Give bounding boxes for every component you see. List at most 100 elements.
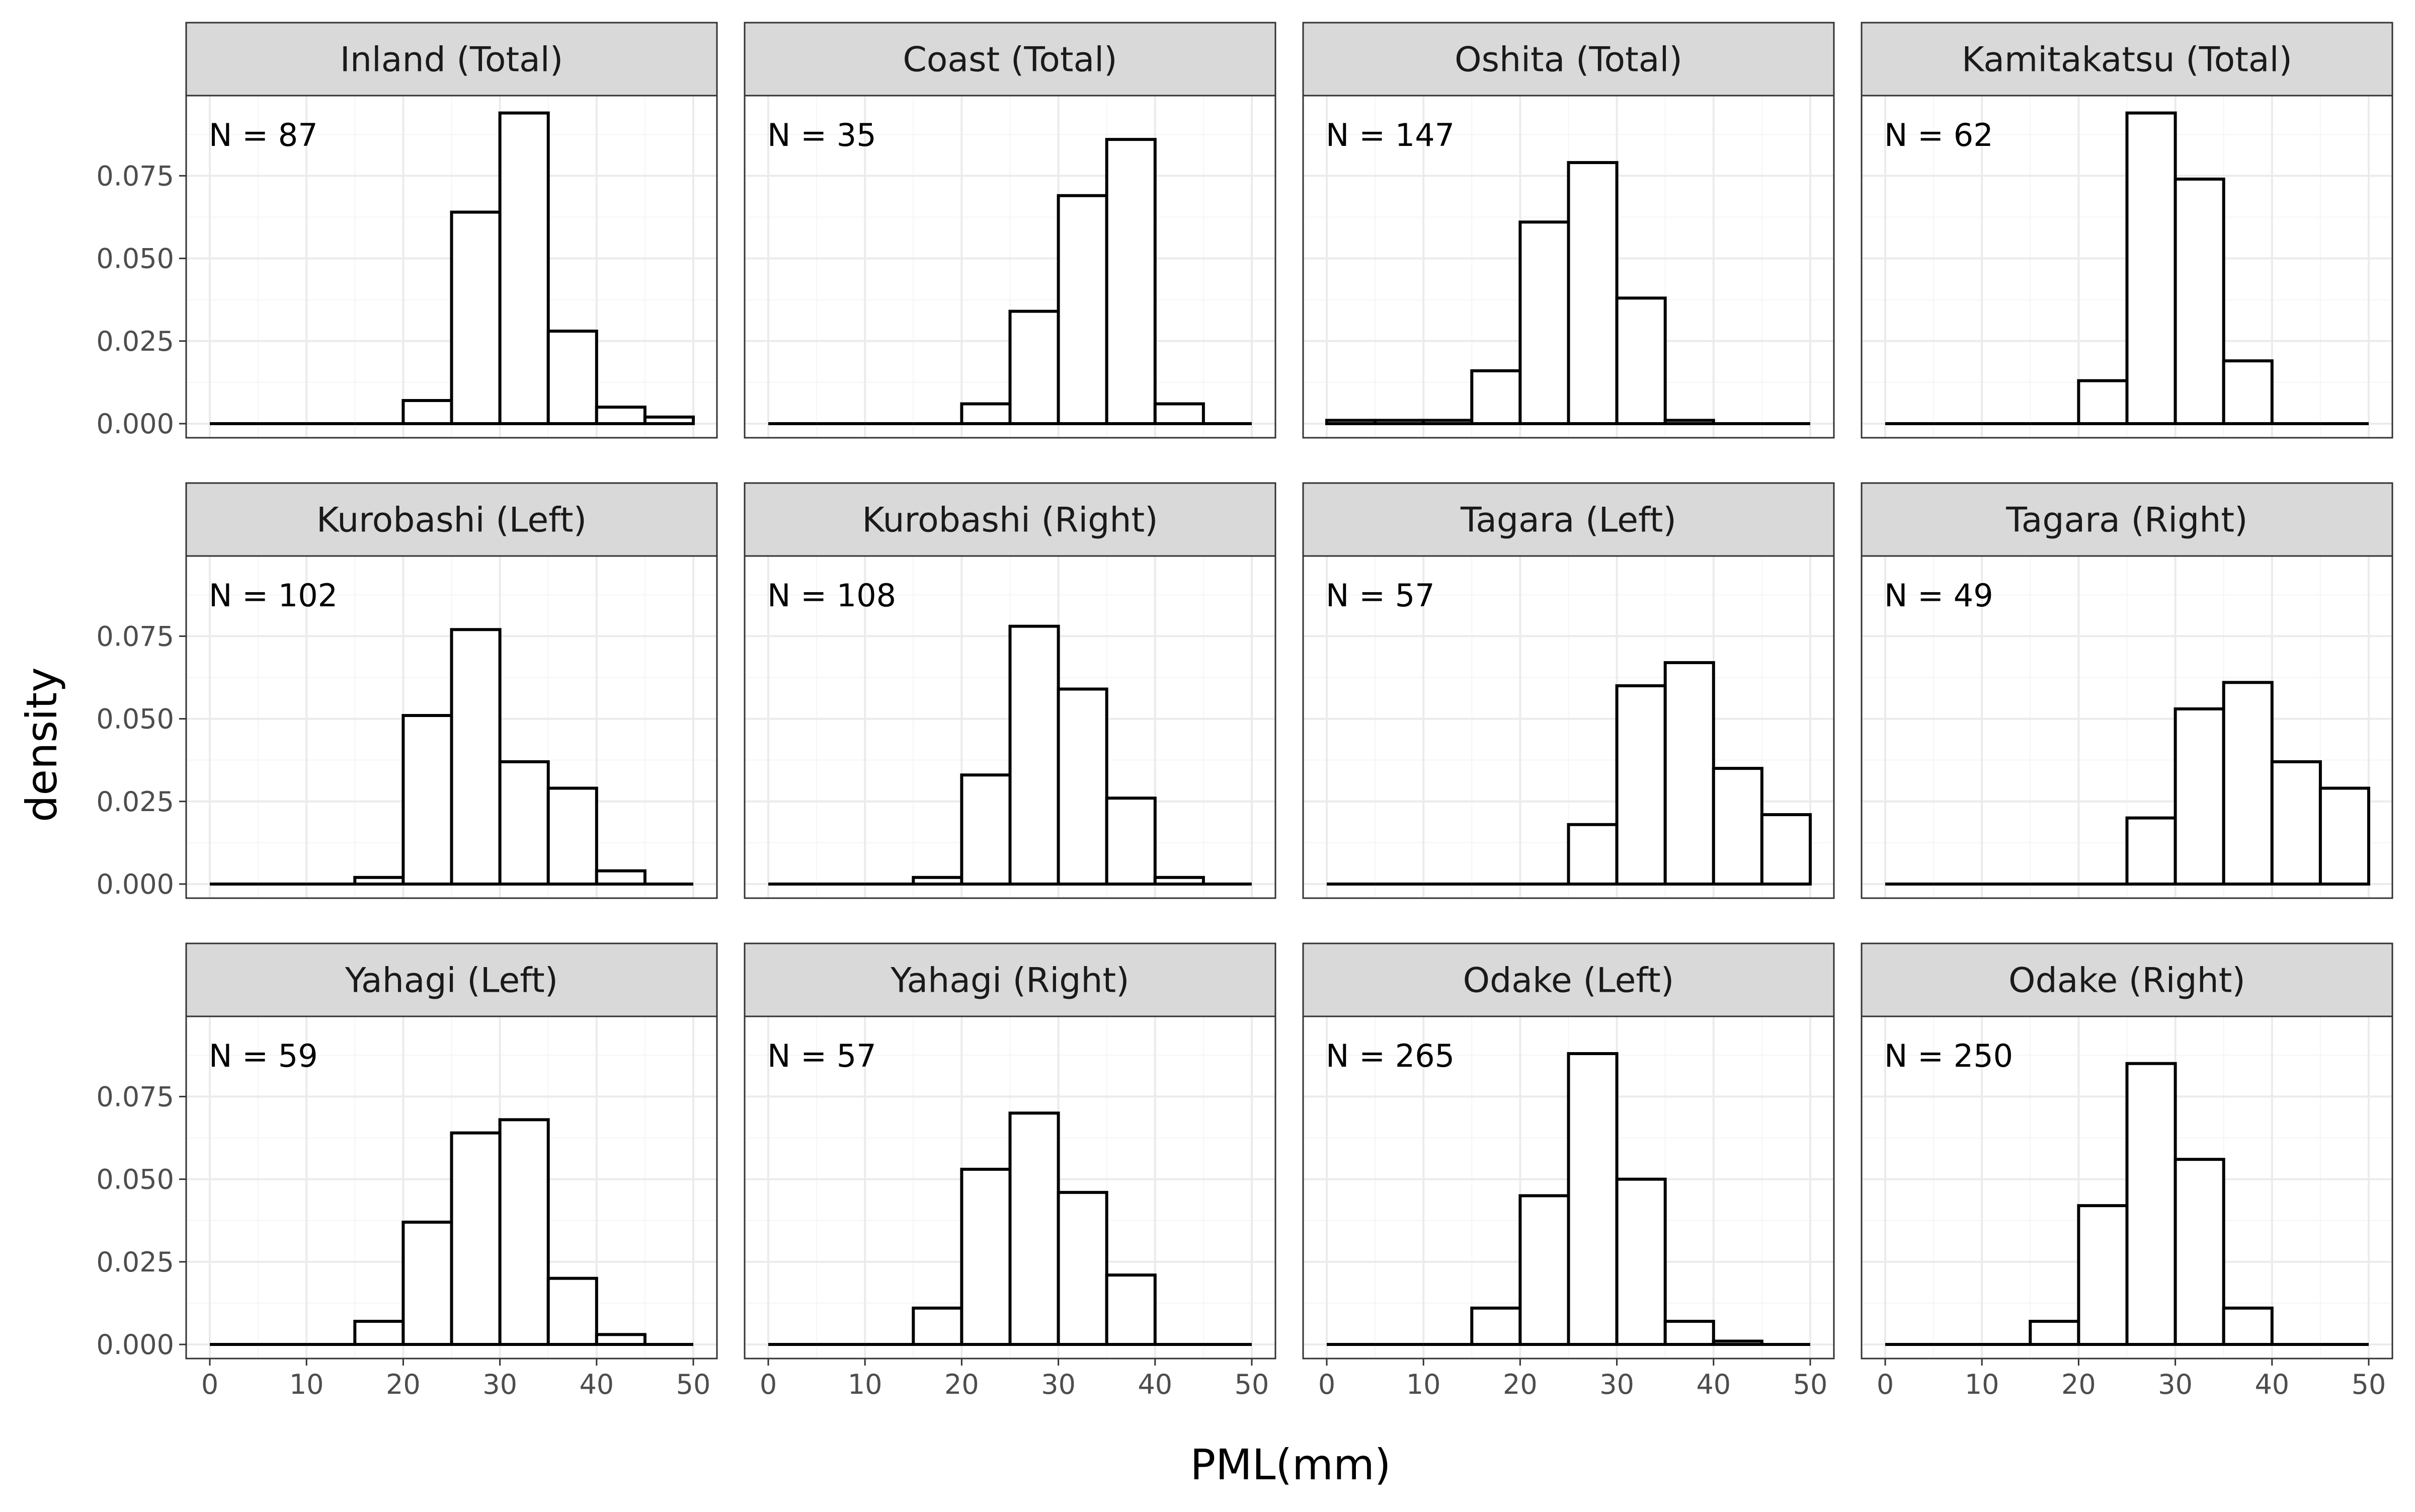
histogram-bar xyxy=(1008,1111,1060,1346)
histogram-bar xyxy=(1153,876,1205,886)
histogram-bar xyxy=(2222,359,2274,426)
histogram-bar xyxy=(1057,687,1108,886)
histogram-bar xyxy=(546,330,598,426)
histogram-bar xyxy=(450,210,502,425)
facet-strip xyxy=(185,22,718,97)
sample-size-label: N = 265 xyxy=(1326,1038,1455,1074)
facet-strip xyxy=(744,22,1276,97)
x-tick-label: 50 xyxy=(1793,1369,1828,1400)
sample-size-label: N = 49 xyxy=(1884,577,1993,614)
histogram-bar xyxy=(2077,1204,2129,1346)
facet-title: Odake (Right) xyxy=(2008,961,2245,1001)
sample-size-label: N = 102 xyxy=(209,577,338,614)
facet-panel: Kamitakatsu (Total) N = 62 xyxy=(1861,22,2393,439)
panel-border xyxy=(744,555,1276,899)
facet-panel: Oshita (Total) N = 147 xyxy=(1302,22,1835,439)
facet-strip xyxy=(1302,942,1835,1017)
y-tick-label: 0.025 xyxy=(96,1246,174,1278)
facet-panels: Inland (Total) N = 87 0.000 0.025 0.050 0.075… xyxy=(96,22,2393,1400)
x-tick-label: 0 xyxy=(201,1369,218,1400)
facet-panel: Odake (Left) N = 265 0 10 20 30 40 50 xyxy=(1302,942,1835,1400)
x-tick-label: 40 xyxy=(579,1369,614,1400)
histogram-bar xyxy=(2174,1158,2225,1346)
y-tick-label: 0.050 xyxy=(96,243,174,275)
histogram-bar xyxy=(1663,661,1715,886)
histogram-bar xyxy=(1008,624,1060,886)
histogram-bar xyxy=(2125,111,2177,425)
histogram-bar xyxy=(595,406,647,426)
facet-title: Tagara (Left) xyxy=(1460,501,1676,540)
histogram-bar xyxy=(1008,309,1060,426)
x-tick-label: 10 xyxy=(1406,1369,1441,1400)
histogram-bar xyxy=(1325,419,1377,426)
facet-title: Tagara (Right) xyxy=(2005,501,2247,540)
sample-size-label: N = 62 xyxy=(1884,117,1993,153)
panel-border xyxy=(185,95,718,439)
histogram-bar xyxy=(2270,760,2322,886)
panel-border xyxy=(1302,1015,1835,1360)
histogram-bar xyxy=(1712,767,1763,886)
histogram-bar xyxy=(2222,1306,2274,1346)
y-tick-label: 0.025 xyxy=(96,326,174,357)
x-tick-label: 50 xyxy=(676,1369,711,1400)
histogram-bar xyxy=(1518,1194,1570,1346)
facet-title: Kurobashi (Right) xyxy=(862,501,1158,540)
x-tick-label: 20 xyxy=(2061,1369,2096,1400)
x-tick-label: 40 xyxy=(2255,1369,2289,1400)
y-tick-label: 0.050 xyxy=(96,1164,174,1196)
histogram-bar xyxy=(1105,1274,1157,1346)
sample-size-label: N = 57 xyxy=(767,1038,876,1074)
facet-panel: Odake (Right) N = 250 0 10 20 30 40 50 xyxy=(1861,942,2393,1400)
histogram-bar xyxy=(1663,1320,1715,1346)
x-tick-label: 20 xyxy=(386,1369,421,1400)
facet-strip xyxy=(744,482,1276,557)
histogram-bar xyxy=(1105,797,1157,886)
facet-panel: Tagara (Left) N = 57 xyxy=(1302,482,1835,899)
histogram-bar xyxy=(595,1333,647,1346)
histogram-bar xyxy=(912,1306,963,1346)
facet-strip xyxy=(744,942,1276,1017)
histogram-bar xyxy=(2125,816,2177,886)
sample-size-label: N = 59 xyxy=(209,1038,318,1074)
histogram-bar xyxy=(2077,379,2129,426)
facet-strip xyxy=(1861,22,2393,97)
facet-strip xyxy=(1861,482,2393,557)
facet-panel: Kurobashi (Right) N = 108 xyxy=(744,482,1276,899)
histogram-bar xyxy=(1615,684,1667,886)
panel-border xyxy=(1861,95,2393,439)
facet-strip xyxy=(185,482,718,557)
histogram-bar xyxy=(1105,138,1157,425)
y-tick-label: 0.000 xyxy=(96,408,174,440)
y-tick-label: 0.025 xyxy=(96,786,174,818)
x-tick-label: 20 xyxy=(1503,1369,1538,1400)
sample-size-label: N = 108 xyxy=(767,577,896,614)
histogram-bar xyxy=(450,1131,502,1346)
histogram-bar xyxy=(1470,1306,1522,1346)
x-tick-label: 30 xyxy=(2158,1369,2193,1400)
y-tick-label: 0.075 xyxy=(96,620,174,652)
facet-panel: Inland (Total) N = 87 0.000 0.025 0.050 0.075 xyxy=(96,22,718,440)
x-tick-label: 10 xyxy=(1965,1369,1999,1400)
histogram-bar xyxy=(1518,220,1570,425)
panel-border xyxy=(1861,555,2393,899)
histogram-bar xyxy=(643,415,695,426)
y-tick-label: 0.075 xyxy=(96,1081,174,1112)
facet-title: Coast (Total) xyxy=(903,40,1117,80)
y-tick-label: 0.000 xyxy=(96,1329,174,1361)
x-tick-label: 50 xyxy=(2352,1369,2386,1400)
histogram-bar xyxy=(1057,194,1108,425)
histogram-bar xyxy=(912,876,963,886)
y-tick-label: 0.075 xyxy=(96,160,174,192)
facet-strip xyxy=(1302,22,1835,97)
histogram-bar xyxy=(401,714,453,886)
histogram-bar xyxy=(2318,786,2370,886)
x-tick-label: 10 xyxy=(848,1369,882,1400)
x-tick-label: 0 xyxy=(1318,1369,1335,1400)
histogram-bar xyxy=(960,1167,1012,1346)
x-tick-label: 40 xyxy=(1696,1369,1731,1400)
histogram-bar xyxy=(1422,419,1474,426)
x-tick-label: 0 xyxy=(760,1369,777,1400)
panel-border xyxy=(1302,95,1835,439)
x-tick-label: 40 xyxy=(1138,1369,1172,1400)
